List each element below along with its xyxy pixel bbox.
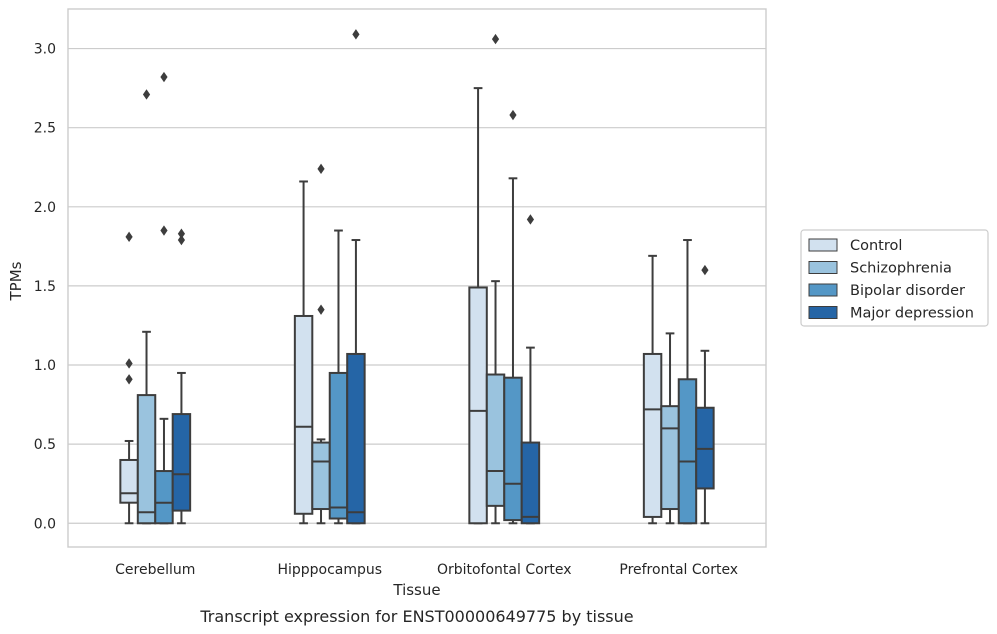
x-axis-title: Tissue — [392, 581, 440, 599]
box-body — [485, 373, 506, 507]
box-control — [119, 231, 139, 525]
box-body — [677, 378, 698, 525]
box-body — [293, 314, 314, 515]
outlier-point — [125, 231, 133, 243]
legend-swatch — [808, 238, 838, 252]
legend: Control Schizophrenia Bipolar disorder Majo… — [800, 229, 989, 327]
box-body — [328, 371, 349, 520]
y-tick-label: 0.5 — [34, 437, 56, 453]
y-tick-label: 3.0 — [34, 42, 56, 58]
box-schizophrenia — [485, 33, 506, 525]
legend-label: Major depression — [850, 306, 974, 322]
outlier-point — [701, 264, 709, 276]
box-body — [154, 470, 174, 525]
x-tick-label: Orbitofontal Cortex — [437, 562, 572, 578]
legend-swatch — [808, 261, 838, 274]
box-bipolar-disorder — [154, 71, 174, 525]
box-major-depression — [346, 29, 366, 525]
outlier-point — [352, 29, 360, 40]
outlier-point — [160, 225, 168, 236]
outlier-point — [317, 304, 325, 315]
outlier-point — [160, 71, 168, 83]
y-tick-label: 2.5 — [34, 121, 56, 137]
box-schizophrenia — [660, 332, 680, 525]
chart-caption: Transcript expression for ENST0000064977… — [199, 607, 633, 626]
box-body — [642, 352, 663, 518]
outlier-point — [491, 33, 500, 45]
box-body — [119, 458, 139, 504]
box-bipolar-disorder — [677, 239, 698, 525]
outlier-point — [177, 228, 186, 239]
y-tick-label: 0.0 — [34, 516, 56, 532]
legend-label: Control — [850, 238, 902, 254]
x-tick-label: Hipppocampus — [277, 562, 382, 578]
box-series — [119, 29, 715, 525]
legend-label: Schizophrenia — [850, 261, 952, 277]
outlier-point — [317, 163, 325, 175]
box-schizophrenia — [311, 163, 331, 525]
y-tick-label: 1.0 — [34, 358, 56, 374]
box-major-depression — [520, 214, 541, 525]
box-body — [520, 441, 541, 525]
box-major-depression — [695, 264, 715, 525]
outlier-point — [509, 109, 517, 121]
y-tick-label: 2.0 — [34, 200, 56, 216]
outlier-point — [142, 89, 151, 100]
x-tick-label: Prefrontal Cortex — [619, 562, 738, 578]
box-body — [311, 441, 331, 511]
x-tick-labels: Cerebellum Hipppocampus Orbitofontal Corte… — [115, 562, 738, 578]
outlier-point — [125, 374, 133, 385]
box-body — [660, 405, 680, 511]
y-tick-label: 1.5 — [34, 279, 56, 295]
outlier-point — [177, 234, 186, 246]
y-axis-title: TPMs — [7, 261, 25, 301]
box-major-depression — [171, 228, 192, 525]
x-tick-label: Cerebellum — [115, 562, 195, 578]
box-control — [642, 254, 663, 525]
box-body — [136, 394, 157, 525]
box-schizophrenia — [136, 89, 157, 525]
box-control — [293, 180, 314, 525]
outlier-point — [125, 358, 133, 369]
legend-swatch — [808, 306, 838, 319]
legend-frame — [800, 229, 989, 327]
box-bipolar-disorder — [328, 229, 349, 525]
box-body — [468, 286, 488, 525]
outlier-point — [526, 214, 535, 225]
plot-frame — [67, 8, 767, 548]
box-bipolar-disorder — [503, 109, 523, 525]
legend-label: Bipolar disorder — [850, 283, 965, 299]
y-tick-labels: 0.0 0.5 1.0 1.5 2.0 2.5 3.0 — [34, 42, 56, 533]
box-body — [503, 376, 523, 522]
box-body — [346, 352, 366, 525]
legend-swatch — [808, 283, 838, 297]
box-body — [171, 413, 192, 512]
box-control — [468, 87, 488, 525]
